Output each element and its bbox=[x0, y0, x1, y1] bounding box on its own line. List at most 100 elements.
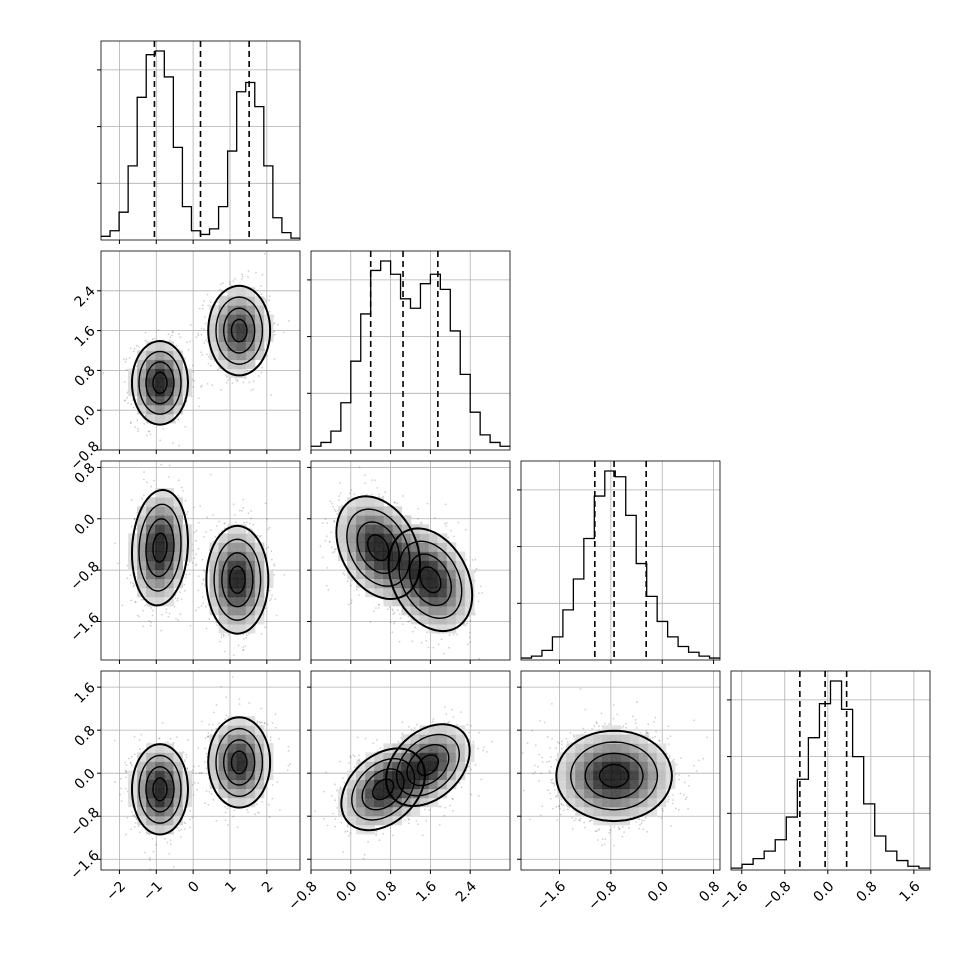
sample-point bbox=[216, 525, 218, 527]
sample-point bbox=[166, 612, 168, 614]
sample-point bbox=[393, 502, 395, 504]
sample-point bbox=[198, 575, 200, 577]
sample-point bbox=[234, 278, 236, 280]
sample-point bbox=[160, 630, 162, 632]
sample-point bbox=[198, 335, 200, 337]
sample-point bbox=[444, 523, 446, 525]
sample-point bbox=[143, 479, 145, 481]
sample-point bbox=[146, 481, 148, 483]
sample-point bbox=[350, 585, 352, 587]
sample-point bbox=[207, 305, 209, 307]
sample-point bbox=[137, 470, 139, 472]
sample-point bbox=[124, 400, 126, 402]
sample-point bbox=[143, 494, 145, 496]
sample-point bbox=[253, 389, 255, 391]
sample-point bbox=[274, 322, 276, 324]
sample-point bbox=[356, 589, 358, 591]
density-cell bbox=[228, 542, 238, 552]
histogram-step-line bbox=[311, 261, 510, 446]
sample-point bbox=[374, 479, 376, 481]
sample-point bbox=[261, 372, 263, 374]
grid-lines bbox=[101, 251, 300, 450]
sample-point bbox=[253, 380, 255, 382]
sample-point bbox=[195, 609, 197, 611]
sample-point bbox=[144, 423, 146, 425]
sample-point bbox=[186, 574, 188, 576]
sample-point bbox=[199, 308, 201, 310]
sample-point bbox=[210, 529, 212, 531]
density-cell bbox=[146, 396, 156, 406]
sample-point bbox=[243, 522, 245, 524]
histogram-panel-0 bbox=[97, 41, 300, 244]
sample-point bbox=[138, 616, 140, 618]
sample-point bbox=[162, 428, 164, 430]
sample-point bbox=[341, 505, 343, 507]
sample-point bbox=[202, 602, 204, 604]
sample-point bbox=[171, 334, 173, 336]
density-cell bbox=[237, 588, 247, 598]
sample-point bbox=[257, 535, 259, 537]
density-cell bbox=[237, 342, 247, 352]
sample-point bbox=[330, 531, 332, 533]
sample-point bbox=[238, 644, 240, 646]
density-cell bbox=[155, 542, 165, 552]
sample-point bbox=[478, 658, 480, 660]
sample-point bbox=[208, 618, 210, 620]
sample-point bbox=[469, 641, 471, 643]
sample-point bbox=[201, 605, 203, 607]
sample-point bbox=[150, 486, 152, 488]
density-cell bbox=[246, 351, 256, 361]
sample-point bbox=[246, 370, 248, 372]
sample-point bbox=[283, 574, 285, 576]
histogram-panel-1 bbox=[307, 251, 510, 454]
sample-point bbox=[329, 541, 331, 543]
density-cell bbox=[237, 369, 247, 379]
sample-point bbox=[203, 300, 205, 302]
sample-point bbox=[178, 419, 180, 421]
sample-point bbox=[269, 599, 271, 601]
sample-point bbox=[192, 365, 194, 367]
sample-point bbox=[265, 548, 267, 550]
sample-point bbox=[260, 293, 262, 295]
histogram-step-line bbox=[731, 681, 930, 868]
sample-point bbox=[335, 548, 337, 550]
sample-point bbox=[134, 426, 136, 428]
sample-point bbox=[218, 521, 220, 523]
sample-point bbox=[219, 289, 221, 291]
sample-point bbox=[178, 479, 180, 481]
sample-point bbox=[142, 610, 144, 612]
sample-point bbox=[221, 290, 223, 292]
sample-point bbox=[148, 431, 150, 433]
sample-point bbox=[221, 637, 223, 639]
sample-point bbox=[466, 623, 468, 625]
sample-point bbox=[175, 618, 177, 620]
sample-point bbox=[150, 625, 152, 627]
sample-point bbox=[260, 285, 262, 287]
sample-point bbox=[130, 582, 132, 584]
sample-point bbox=[375, 607, 377, 609]
sample-point bbox=[157, 329, 159, 331]
sample-point bbox=[180, 613, 182, 615]
sample-point bbox=[125, 361, 127, 363]
sample-point bbox=[174, 606, 176, 608]
sample-point bbox=[205, 339, 207, 341]
density-cell bbox=[210, 323, 220, 333]
sample-point bbox=[210, 365, 212, 367]
sample-point bbox=[331, 547, 333, 549]
sample-point bbox=[196, 336, 198, 338]
sample-point bbox=[426, 631, 428, 633]
sample-point bbox=[394, 612, 396, 614]
sample-point bbox=[166, 608, 168, 610]
sample-point bbox=[438, 643, 440, 645]
sample-point bbox=[177, 600, 179, 602]
sample-point bbox=[328, 589, 330, 591]
sample-point bbox=[349, 492, 351, 494]
sample-point bbox=[179, 591, 181, 593]
sample-point bbox=[481, 592, 483, 594]
density-cell bbox=[173, 369, 183, 379]
sample-point bbox=[184, 358, 186, 360]
sample-point bbox=[245, 645, 247, 647]
sample-point bbox=[283, 332, 285, 334]
sample-point bbox=[203, 328, 205, 330]
grid-lines bbox=[521, 461, 720, 660]
